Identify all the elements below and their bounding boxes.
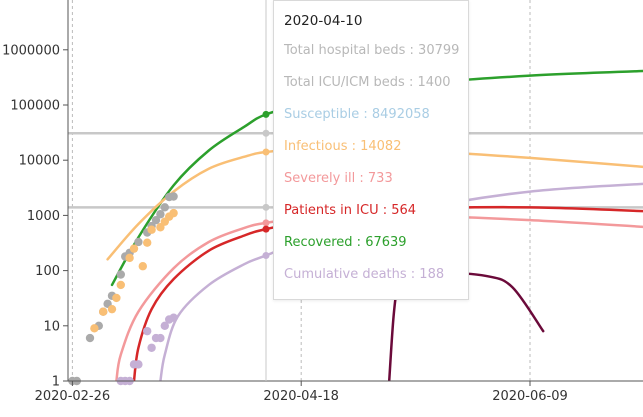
hover-marker <box>262 110 270 118</box>
tooltip-row-patients-icu: Patients in ICU : 564 <box>284 203 417 218</box>
hover-tooltip: 2020-04-10 Total hospital beds : 30799 T… <box>273 0 469 300</box>
observed-point <box>134 360 143 369</box>
series-line-severely-ill <box>115 214 643 381</box>
observed-point <box>156 210 165 219</box>
y-tick-label: 1000 <box>27 209 60 224</box>
observed-point <box>116 270 126 279</box>
y-tick-label: 100 <box>35 264 60 279</box>
observed-point <box>138 262 147 271</box>
observed-points <box>68 192 178 386</box>
observed-point <box>143 326 152 336</box>
hover-marker <box>262 225 270 233</box>
tooltip-row-susceptible: Susceptible : 8492058 <box>284 107 430 122</box>
tooltip-row-cumulative-deaths: Cumulative deaths : 188 <box>284 267 445 282</box>
observed-point <box>99 307 108 316</box>
tooltip-date: 2020-04-10 <box>284 13 363 29</box>
observed-point <box>169 208 178 218</box>
hover-marker <box>262 148 270 156</box>
hover-markers <box>262 0 270 381</box>
series-line-patients-in-icu <box>132 205 643 381</box>
observed-point <box>156 333 165 343</box>
y-tick-label: 100000 <box>10 99 60 114</box>
hover-marker <box>262 203 270 211</box>
observed-point <box>107 304 117 314</box>
observed-point <box>169 313 178 322</box>
tooltip-row-infectious: Infectious : 14082 <box>284 139 402 154</box>
x-tick-label: 2020-06-09 <box>492 389 568 404</box>
y-tick-label: 10000 <box>19 154 60 169</box>
observed-point <box>143 238 152 247</box>
observed-point <box>85 333 95 343</box>
observed-point <box>116 280 126 290</box>
observed-point <box>147 225 156 234</box>
axes: 1 10 100 1000 10000 100000 1000000 2020-02-26 20… <box>2 0 643 404</box>
tooltip-row-recovered: Recovered : 67639 <box>284 235 407 250</box>
x-tick-label: 2020-02-26 <box>35 389 111 404</box>
x-tick-label: 2020-04-18 <box>263 389 339 404</box>
y-tick-label: 1 <box>52 375 60 390</box>
observed-point <box>169 192 178 201</box>
observed-point <box>112 293 121 303</box>
hover-marker <box>262 129 270 137</box>
y-tick-label: 1000000 <box>2 43 60 58</box>
observed-point <box>160 203 169 212</box>
observed-point <box>90 324 99 333</box>
tooltip-row-hospital-beds: Total hospital beds : 30799 <box>284 43 460 58</box>
observed-point <box>151 215 161 225</box>
hover-marker <box>262 219 270 227</box>
observed-point <box>125 253 134 263</box>
y-tick-label: 10 <box>43 319 60 334</box>
tooltip-row-icu-beds: Total ICU/ICM beds : 1400 <box>284 75 451 90</box>
observed-point <box>160 321 169 330</box>
observed-point <box>134 237 143 247</box>
hover-marker <box>262 251 270 259</box>
tooltip-row-severely-ill: Severely ill : 733 <box>284 171 393 186</box>
observed-point <box>129 244 139 253</box>
observed-point <box>147 343 156 352</box>
